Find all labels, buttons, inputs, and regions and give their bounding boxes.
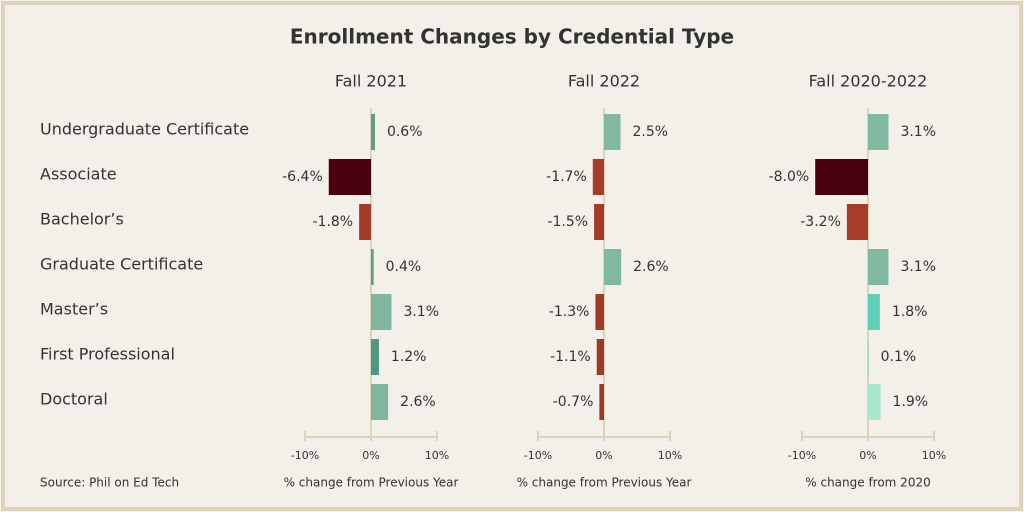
chart-title: Enrollment Changes by Credential Type (290, 25, 734, 49)
value-label: 3.1% (900, 259, 936, 275)
value-label: -1.1% (550, 349, 591, 365)
x-tick-label: -10% (788, 449, 816, 462)
bar (359, 204, 371, 240)
x-tick-label: -10% (291, 449, 319, 462)
value-label: 1.9% (893, 394, 929, 410)
bar (328, 159, 371, 195)
bar (371, 114, 375, 150)
x-tick-label: 0% (362, 449, 379, 462)
bar (599, 384, 604, 420)
x-axis-label: % change from 2020 (805, 476, 930, 490)
value-label: -6.4% (282, 169, 323, 185)
bar (596, 339, 604, 375)
value-label: -1.3% (549, 304, 590, 320)
bar (868, 339, 869, 375)
value-label: -8.0% (769, 169, 810, 185)
value-label: 2.6% (400, 394, 436, 410)
bar (846, 204, 868, 240)
value-label: 0.4% (386, 259, 422, 275)
bar (868, 294, 880, 330)
bar (371, 339, 379, 375)
value-label: 2.5% (633, 124, 669, 140)
value-label: 1.2% (391, 349, 427, 365)
panel-title: Fall 2022 (568, 72, 640, 91)
category-label: Doctoral (40, 390, 108, 409)
bar (594, 204, 604, 240)
value-label: 1.8% (892, 304, 928, 320)
category-label: Graduate Certificate (40, 255, 203, 274)
x-tick-label: -10% (524, 449, 552, 462)
bar (868, 114, 889, 150)
value-label: -1.8% (312, 214, 353, 230)
x-tick-label: 0% (859, 449, 876, 462)
category-label: First Professional (40, 345, 175, 364)
x-tick-label: 10% (658, 449, 682, 462)
bar (815, 159, 868, 195)
bar (604, 114, 621, 150)
category-label: Master’s (40, 300, 108, 319)
x-tick-label: 0% (595, 449, 612, 462)
value-label: 3.1% (403, 304, 439, 320)
value-label: -1.5% (547, 214, 588, 230)
value-label: 2.6% (633, 259, 669, 275)
x-axis-label: % change from Previous Year (284, 476, 459, 490)
x-tick-label: 10% (425, 449, 449, 462)
bar (595, 294, 604, 330)
bar (604, 249, 622, 285)
panel-title: Fall 2021 (335, 72, 407, 91)
bar (371, 294, 392, 330)
category-label: Undergraduate Certificate (40, 120, 249, 139)
value-label: 0.1% (881, 349, 917, 365)
category-label: Associate (40, 165, 117, 184)
value-label: -0.7% (553, 394, 594, 410)
value-label: 3.1% (900, 124, 936, 140)
bar (868, 384, 881, 420)
x-tick-label: 10% (922, 449, 946, 462)
panel-title: Fall 2020-2022 (809, 72, 928, 91)
bar (868, 249, 889, 285)
bar (371, 249, 374, 285)
x-axis-label: % change from Previous Year (517, 476, 692, 490)
bar (371, 384, 389, 420)
bar (592, 159, 604, 195)
value-label: -3.2% (800, 214, 841, 230)
value-label: 0.6% (387, 124, 423, 140)
value-label: -1.7% (546, 169, 587, 185)
source: Source: Phil on Ed Tech (40, 476, 179, 490)
category-label: Bachelor’s (40, 210, 124, 229)
